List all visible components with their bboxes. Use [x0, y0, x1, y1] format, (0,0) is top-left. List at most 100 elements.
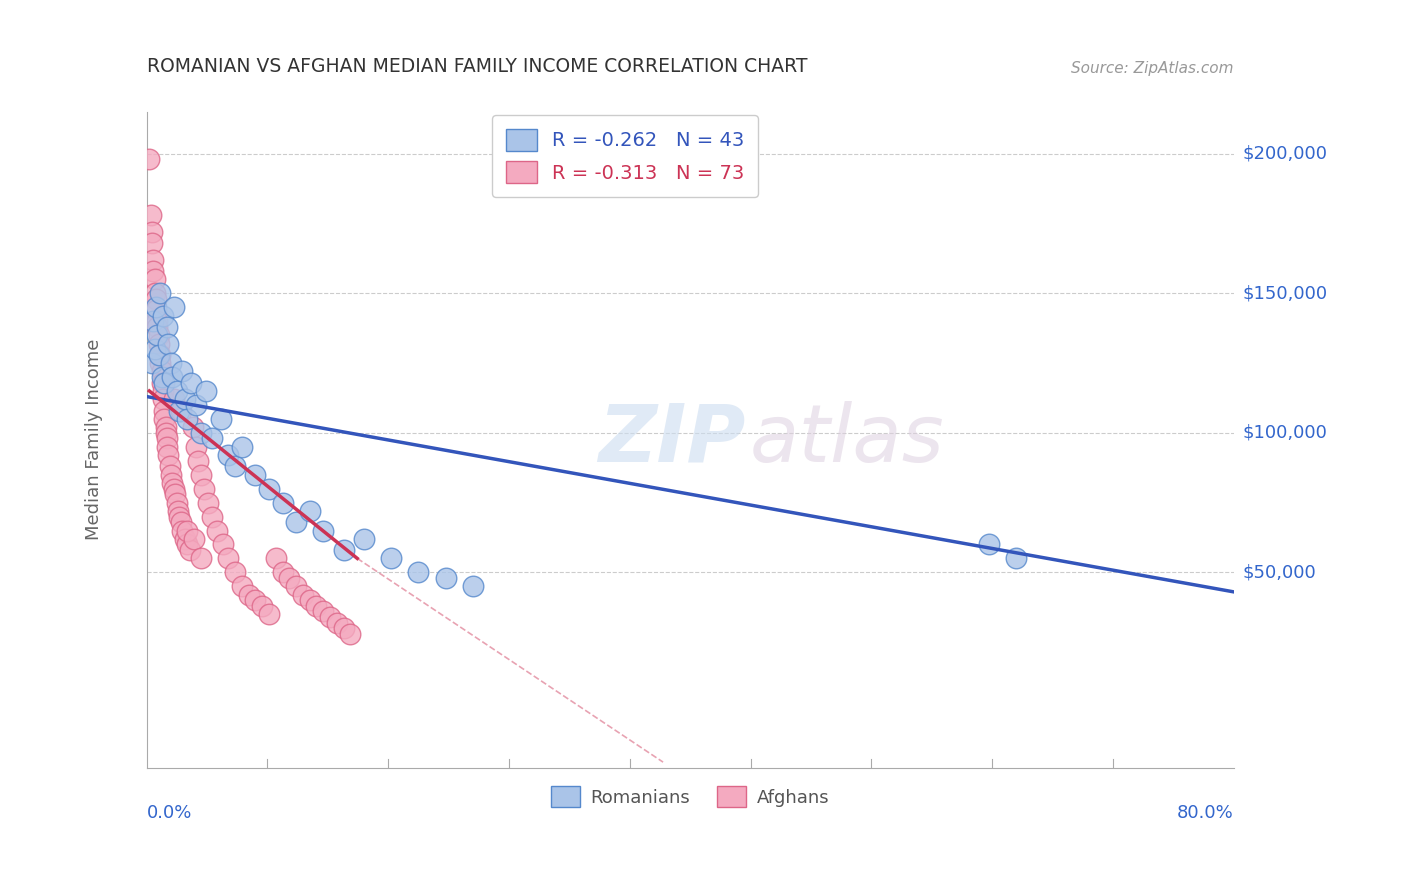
Point	[155, 420, 177, 434]
Point	[142, 314, 165, 328]
Point	[176, 412, 198, 426]
Point	[319, 610, 342, 624]
Point	[146, 328, 169, 343]
Point	[298, 504, 321, 518]
Point	[245, 593, 267, 607]
Point	[169, 403, 191, 417]
Point	[160, 356, 183, 370]
Point	[298, 593, 321, 607]
Point	[979, 537, 1001, 551]
Text: $100,000: $100,000	[1243, 424, 1327, 442]
Point	[195, 384, 218, 398]
Point	[312, 604, 335, 618]
Point	[305, 599, 328, 613]
Point	[271, 495, 294, 509]
Point	[163, 392, 186, 407]
Point	[190, 551, 212, 566]
Point	[150, 376, 173, 390]
Text: Median Family Income: Median Family Income	[86, 339, 104, 541]
Text: ROMANIAN VS AFGHAN MEDIAN FAMILY INCOME CORRELATION CHART: ROMANIAN VS AFGHAN MEDIAN FAMILY INCOME …	[146, 57, 807, 76]
Point	[155, 425, 177, 440]
Point	[152, 384, 174, 398]
Point	[173, 532, 195, 546]
Point	[250, 599, 273, 613]
Point	[150, 364, 173, 378]
Point	[211, 537, 233, 551]
Point	[176, 524, 198, 538]
Point	[217, 551, 239, 566]
Point	[148, 328, 170, 343]
Legend: Romanians, Afghans: Romanians, Afghans	[544, 779, 837, 814]
Point	[169, 515, 191, 529]
Point	[180, 376, 202, 390]
Point	[207, 524, 229, 538]
Point	[257, 482, 280, 496]
Point	[408, 566, 430, 580]
Point	[148, 348, 170, 362]
Point	[145, 292, 167, 306]
Text: 0.0%: 0.0%	[146, 804, 193, 822]
Point	[167, 509, 190, 524]
Point	[332, 621, 354, 635]
Point	[146, 314, 169, 328]
Text: 80.0%: 80.0%	[1177, 804, 1234, 822]
Point	[224, 459, 246, 474]
Point	[153, 403, 176, 417]
Point	[138, 153, 160, 167]
Point	[153, 412, 176, 426]
Point	[332, 543, 354, 558]
Point	[184, 440, 207, 454]
Point	[148, 336, 170, 351]
Point	[353, 532, 375, 546]
Point	[141, 356, 163, 370]
Text: $50,000: $50,000	[1243, 564, 1316, 582]
Point	[231, 579, 253, 593]
Point	[139, 208, 162, 222]
Point	[209, 412, 232, 426]
Point	[245, 467, 267, 482]
Point	[156, 440, 179, 454]
Point	[153, 376, 176, 390]
Point	[166, 384, 188, 398]
Point	[231, 440, 253, 454]
Point	[156, 431, 179, 445]
Point	[162, 370, 184, 384]
Point	[326, 615, 349, 630]
Point	[163, 300, 186, 314]
Point	[184, 398, 207, 412]
Point	[201, 431, 224, 445]
Point	[224, 566, 246, 580]
Point	[434, 571, 457, 585]
Point	[143, 272, 166, 286]
Point	[141, 236, 163, 251]
Point	[156, 319, 179, 334]
Point	[170, 364, 193, 378]
Point	[461, 579, 484, 593]
Point	[167, 403, 190, 417]
Point	[143, 342, 166, 356]
Point	[190, 425, 212, 440]
Point	[173, 392, 195, 407]
Text: ZIP: ZIP	[598, 401, 745, 479]
Point	[145, 300, 167, 314]
Point	[176, 537, 198, 551]
Point	[141, 225, 163, 239]
Point	[170, 524, 193, 538]
Point	[183, 532, 205, 546]
Point	[181, 420, 204, 434]
Point	[150, 370, 173, 384]
Point	[1005, 551, 1028, 566]
Point	[278, 571, 301, 585]
Point	[167, 504, 190, 518]
Point	[238, 588, 260, 602]
Text: Source: ZipAtlas.com: Source: ZipAtlas.com	[1071, 61, 1234, 76]
Point	[146, 319, 169, 334]
Point	[166, 495, 188, 509]
Point	[149, 356, 172, 370]
Point	[142, 252, 165, 267]
Text: $200,000: $200,000	[1243, 145, 1327, 162]
Point	[179, 543, 201, 558]
Point	[312, 524, 335, 538]
Point	[264, 551, 287, 566]
Point	[187, 454, 209, 468]
